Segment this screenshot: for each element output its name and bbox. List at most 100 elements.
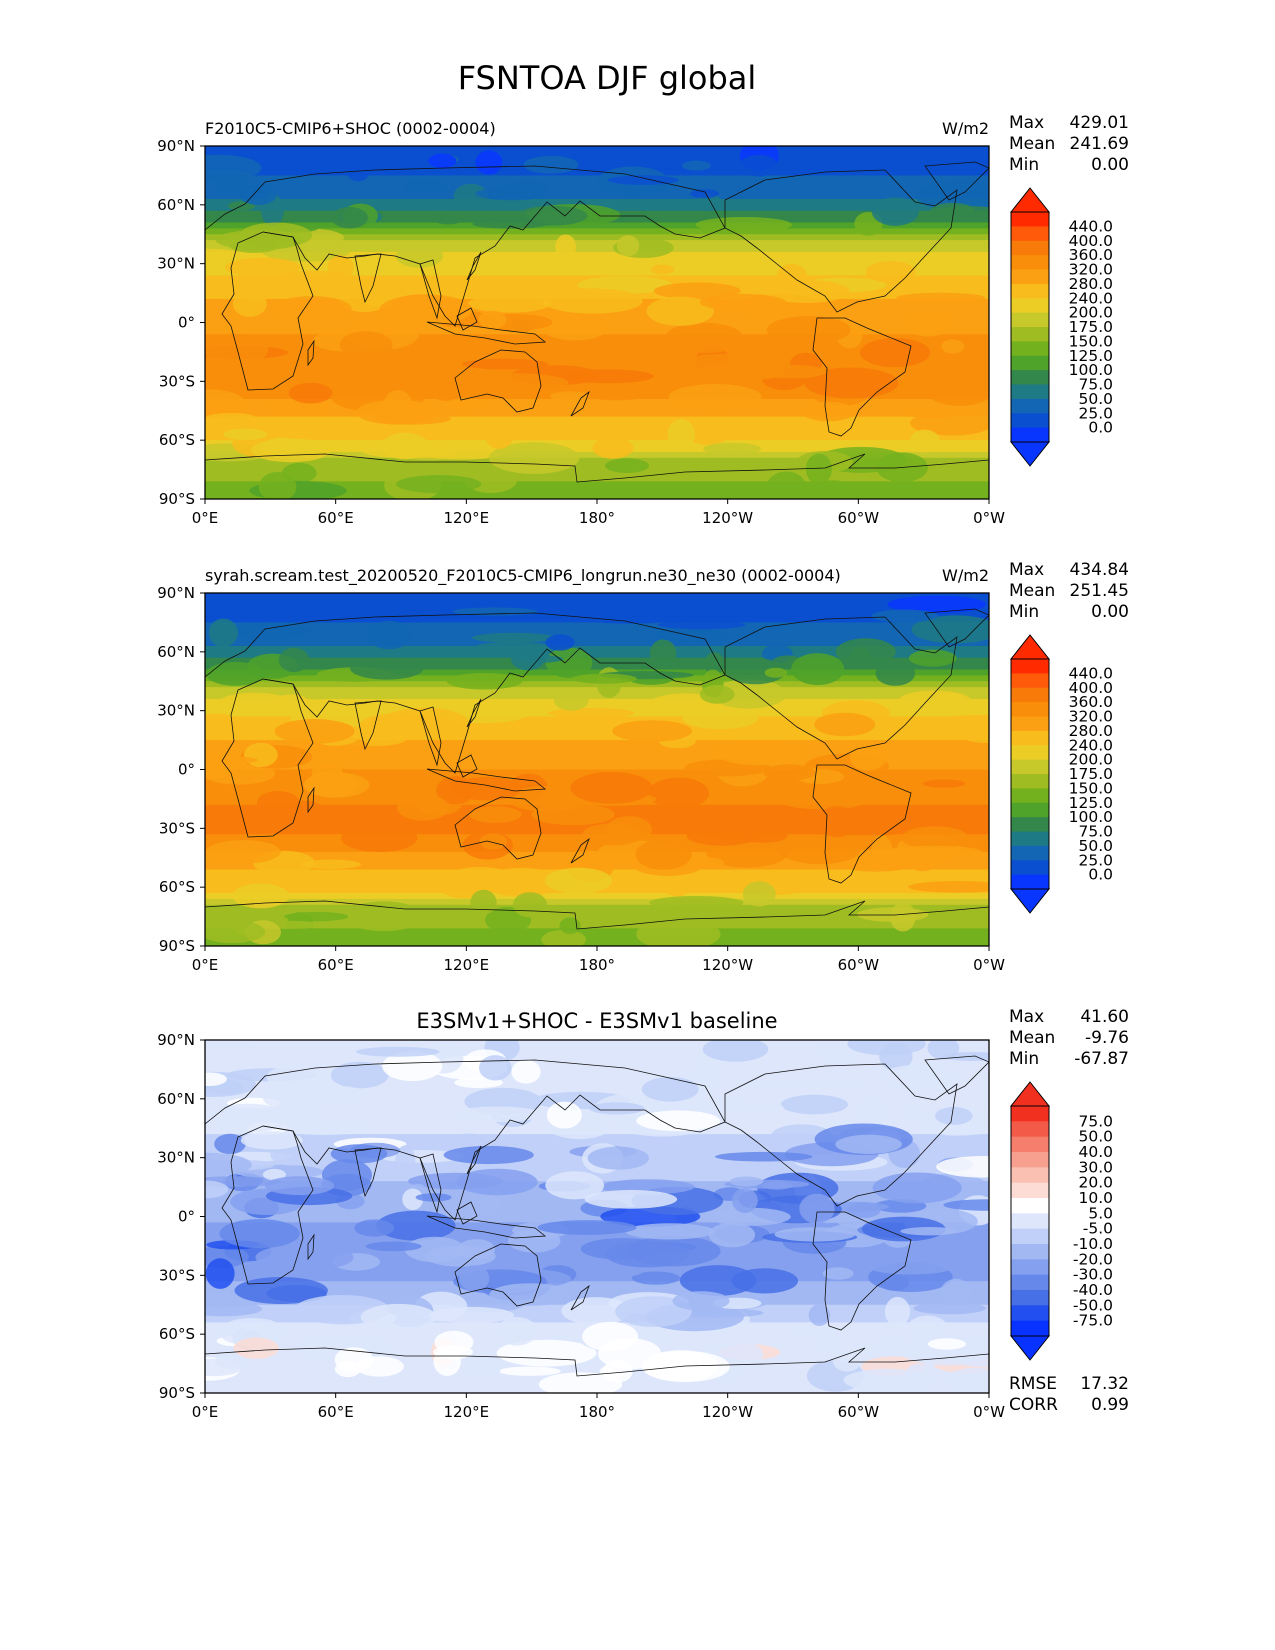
field-cell: [239, 184, 277, 205]
y-tick-label: 90°S: [159, 490, 195, 508]
field-cell: [672, 1291, 730, 1311]
field-band: [205, 610, 989, 618]
colorbar-segment: [1011, 1167, 1049, 1184]
x-tick-label: 120°E: [444, 956, 490, 974]
field-cell: [498, 1366, 561, 1376]
colorbar-tick-label: 50.0: [1078, 1128, 1113, 1146]
field-cell: [940, 1278, 972, 1306]
panel-title: syrah.scream.test_20200520_F2010C5-CMIP6…: [205, 566, 841, 586]
field-cell: [582, 823, 644, 846]
field-cell: [290, 877, 316, 892]
colorbar-segment: [1011, 745, 1049, 761]
field-cell: [451, 776, 522, 801]
field-cell: [884, 1296, 911, 1327]
field-band: [205, 1051, 989, 1059]
field-cell: [429, 1306, 514, 1324]
field-cell: [800, 1076, 874, 1087]
colorbar-tick-label: -75.0: [1073, 1312, 1113, 1330]
colorbar-outline: [1010, 211, 1050, 443]
field-cell: [822, 1267, 854, 1280]
x-tick-label: 0°E: [192, 509, 219, 527]
colorbar-segment: [1011, 1182, 1049, 1199]
field-cell: [909, 857, 936, 872]
field-cell: [470, 889, 497, 915]
field-band: [205, 334, 989, 341]
colorbar-tick-label: 440.0: [1069, 664, 1113, 682]
field-cell: [813, 480, 853, 496]
field-cell: [397, 794, 450, 821]
colorbar-tick-label: 400.0: [1069, 232, 1113, 250]
field-cell: [448, 398, 483, 411]
field-cell: [567, 338, 591, 349]
field-band: [205, 663, 989, 671]
field-band: [205, 634, 989, 641]
field-band: [205, 651, 989, 659]
field-cell: [699, 685, 735, 704]
colorbar-tick-label: -50.0: [1073, 1296, 1113, 1314]
field-cell: [275, 1116, 375, 1136]
colorbar-segment: [1011, 269, 1049, 285]
field-band: [205, 757, 989, 765]
colorbar-tick-label: 5.0: [1088, 1204, 1113, 1222]
field-cell: [816, 1332, 839, 1354]
field-cell: [941, 339, 965, 354]
colorbar-tick-label: 75.0: [1078, 823, 1113, 841]
colorbar-tick-label: 240.0: [1069, 736, 1113, 754]
coastline-africa: [221, 1125, 314, 1285]
colorbar-segment: [1011, 802, 1049, 818]
colorbar-segment: [1011, 1290, 1049, 1306]
field-cell: [925, 374, 989, 406]
coastline-borneo: [456, 307, 478, 331]
field-cell: [264, 1176, 335, 1196]
field-band: [205, 451, 989, 459]
colorbar-tick-label: 150.0: [1069, 779, 1113, 797]
x-axis: 0°E 60°E 120°E 180° 120°W 60°W 0°W: [192, 1393, 1005, 1421]
field-cell: [305, 689, 330, 700]
colorbar-segment: [1011, 659, 1049, 674]
coastline-indochina: [419, 259, 442, 320]
field-cell: [232, 289, 279, 300]
field-cell: [804, 367, 899, 399]
field-band: [205, 598, 989, 606]
colorbar-segment: [1011, 845, 1049, 861]
field-cell: [205, 1152, 252, 1177]
field-cell: [554, 690, 589, 711]
x-tick-label: 120°E: [444, 509, 490, 527]
field-cell: [872, 1172, 962, 1204]
field-cell: [472, 632, 556, 643]
field-band: [205, 457, 989, 465]
field-cell: [488, 442, 580, 474]
field-cell: [205, 920, 266, 944]
field-band: [205, 604, 989, 612]
field-band: [205, 228, 989, 235]
field-band: [205, 622, 989, 629]
coastline-japan: [466, 698, 482, 728]
colorbar-tick-label: 200.0: [1069, 304, 1113, 322]
x-tick-label: 120°E: [444, 1403, 490, 1421]
field-band: [205, 222, 989, 229]
rmse-label: RMSE: [1009, 1374, 1057, 1394]
colorbar-extend-top: [1009, 1081, 1051, 1107]
field-band: [205, 893, 989, 900]
y-axis: 90°N 60°N 30°N 0° 30°S 60°S 90°S: [157, 1031, 205, 1402]
field-cell: [707, 1207, 791, 1226]
field-cell: [780, 1094, 849, 1115]
colorbar-segment: [1011, 226, 1049, 242]
field-band: [205, 187, 989, 194]
colorbar-tick-label: 40.0: [1078, 1143, 1113, 1161]
colorbar-tick-label: -5.0: [1083, 1220, 1113, 1238]
field-cell: [650, 264, 675, 275]
panel-test: F2010C5-CMIP6+SHOC (0002-0004) W/m2: [157, 113, 1129, 527]
coastline-japan: [466, 251, 482, 281]
field-cell: [229, 622, 311, 640]
field-cell: [327, 255, 354, 280]
field-cell: [545, 634, 575, 651]
field-cell: [219, 1219, 300, 1249]
field-cell: [233, 1337, 279, 1359]
field-cell: [648, 777, 710, 809]
colorbar-extend-top: [1009, 187, 1051, 213]
field-band: [205, 1292, 989, 1300]
field-cell: [330, 374, 365, 397]
field-band: [205, 169, 989, 177]
colorbar-outline: [1010, 658, 1050, 890]
